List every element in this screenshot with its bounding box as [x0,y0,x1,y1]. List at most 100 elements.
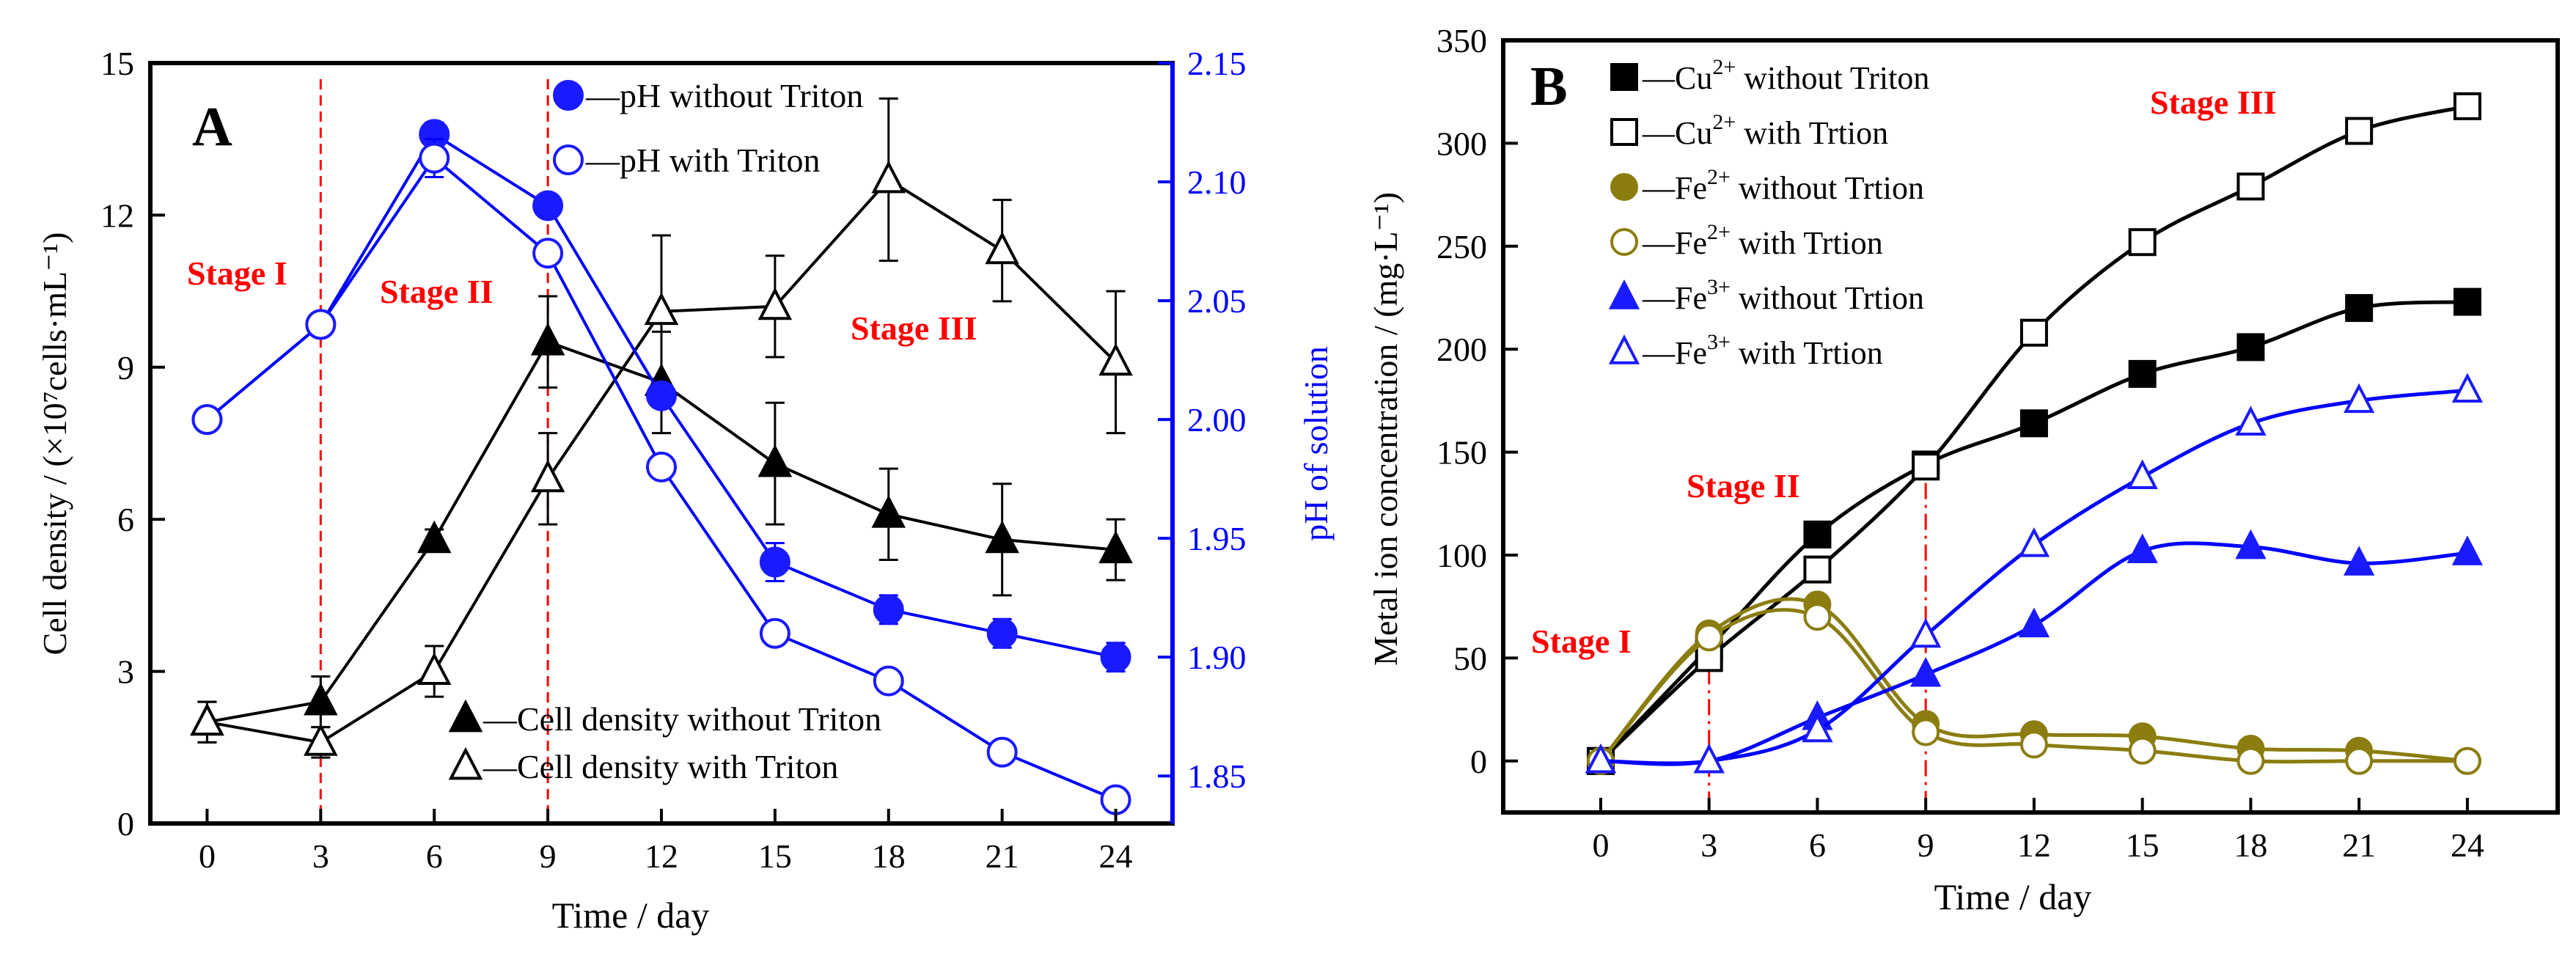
panel-a-point-s3-5 [759,546,790,578]
panel-a-point-s4-1 [305,309,337,340]
panel-b-xlabel: Time / day [1934,876,2092,917]
panel-a-point-s2-1 [304,723,338,756]
panel-a-point-s1-7 [985,520,1019,554]
panel-b-legend-label-4: —Fe2+ with Trtion [1642,220,1883,261]
panel-b-point-s6-5 [2127,459,2158,489]
panel-a-point-s3-7 [986,617,1018,649]
panel-a-chart: 0 3 6 9 12 15 18 21 24 0 3 6 9 12 15 1.85 1.90 1.95 2.00 2.… [36,45,1335,936]
panel-a-xtick-label-1: 3 [312,837,329,875]
panel-b-point-s4-7 [2345,746,2374,775]
panel-b-series-6-line [1600,388,2468,766]
panel-b-legend-text-5: without Trtion [1731,280,1924,316]
panel-a-series-2 [190,97,1133,759]
panel-a-axes: 0 3 6 9 12 15 18 21 24 0 3 6 9 12 15 1.85 1.90 1.95 2.00 2.… [100,45,1247,875]
panel-b-series-2 [1586,92,2481,775]
panel-a-point-s2-2 [417,652,452,685]
panel-b-legend-marker-2 [1610,118,1638,146]
panel-a-ytick-right-label-5: 2.10 [1187,164,1247,201]
panel-b-ylabel: Metal ion concentration / (mg·L⁻¹) [1367,192,1404,666]
panel-b-legend-charge-1: 2+ [1712,55,1736,79]
panel-b-ytick-label-0: 0 [1470,743,1487,780]
panel-b-point-s2-2 [1803,555,1832,584]
panel-a-ylabel-left: Cell density / (×10⁷cells·mL⁻¹) [36,232,73,656]
panel-b-point-s4-5 [2128,736,2157,765]
panel-a-point-s2-3 [530,459,565,493]
panel-a-ytick-left-label-3: 9 [117,349,134,386]
panel-b-point-s1-7 [2345,294,2374,323]
panel-b-legend-charge-4: 2+ [1707,220,1731,244]
panel-b-ytick-label-4: 200 [1436,331,1487,368]
panel-b-point-s5-5 [2127,533,2158,563]
panel-b-legend: —Cu2+ without Triton —Cu2+ with Trtion —Fe… [1608,55,1929,371]
panel-a-xtick-label-2: 6 [426,837,443,875]
panel-a-point-s3-6 [873,594,904,625]
panel-a-stage-3-label: Stage III [851,309,977,347]
panel-a-ylabel-right: pH of solution [1297,346,1335,541]
panel-b-ytick-label-1: 50 [1453,639,1487,677]
panel-b-xtick-label-4: 12 [2017,826,2051,864]
panel-b-axes: 0 3 6 9 12 15 18 21 24 0 50 100 150 200 250 300 350 [1436,22,2484,864]
panel-b-point-s6-0 [1585,743,1617,774]
panel-b-series-6 [1585,373,2483,774]
panel-a-stage-1-label: Stage I [187,254,287,292]
panel-a-point-s1-2 [417,520,452,554]
panel-a-point-s1-1 [304,682,338,716]
panel-b-point-s5-8 [2451,535,2483,565]
panel-a-xtick-label-4: 12 [645,837,678,875]
panel-b-legend-charge-2: 2+ [1712,110,1736,134]
panel-b-ytick-label-6: 300 [1436,125,1487,162]
panel-b-legend-text-6: with Trtion [1731,335,1883,371]
panel-b-xtick-label-0: 0 [1592,826,1609,864]
panel-a-point-s1-3 [530,323,565,356]
panel-b-point-s4-3 [1912,718,1940,746]
panel-b-ytick-label-5: 250 [1436,228,1487,265]
panel-b-series-2-line [1599,104,2468,763]
panel-a-ytick-left-label-1: 3 [117,653,134,691]
panel-a-ytick-right-label-3: 2.00 [1187,401,1247,439]
panel-b-legend-marker-1 [1610,63,1638,91]
panel-a-series [190,79,1133,823]
panel-b-xtick-label-3: 9 [1918,826,1934,864]
panel-a-point-s1-5 [757,444,793,477]
panel-a-xlabel: Time / day [552,895,710,936]
panel-b-xtick-label-2: 6 [1809,826,1826,864]
panel-a-legend-label-2: —pH with Triton [585,142,821,179]
panel-b-stage-3-label: Stage III [2150,84,2277,121]
panel-a-legend-label-1: —pH without Triton [585,77,863,114]
panel-a-xtick-label-0: 0 [199,837,216,875]
panel-b-legend-charge-6: 3+ [1707,330,1731,354]
panel-b-legend-label-3: —Fe2+ without Trtion [1642,165,1924,206]
panel-a-point-s4-3 [532,238,564,269]
panel-b-point-s2-6 [2236,172,2265,201]
panel-b-xtick-label-5: 15 [2126,826,2159,864]
panel-a-legend-marker-3 [448,699,483,733]
panel-b-xtick-label-6: 18 [2234,826,2267,864]
panel-a-point-s4-0 [191,404,223,436]
panel-b-point-s4-8 [2453,746,2481,775]
panel-b-legend-label-1: —Cu2+ without Triton [1642,55,1929,96]
panel-b-point-s6-2 [1802,712,1833,743]
panel-a-label: A [192,96,232,158]
panel-b-point-s5-4 [2018,607,2050,638]
panel-b-series-3-line [1599,597,2468,763]
panel-a-point-s2-0 [190,702,224,736]
panel-a-point-s3-3 [532,190,564,221]
panel-a-ytick-right-label-1: 1.90 [1187,639,1247,676]
panel-b-series [1585,92,2483,812]
panel-b-point-s4-6 [2236,746,2265,775]
panel-b-point-s6-7 [2344,383,2375,414]
panel-a-ytick-right-label-4: 2.05 [1187,282,1247,320]
panel-b-point-s1-4 [2019,409,2048,438]
panel-a-ytick-left-label-4: 12 [100,197,134,234]
panel-b-ytick-label-2: 100 [1436,537,1487,574]
panel-a-point-s3-4 [646,380,677,411]
panel-a-point-s2-4 [644,292,679,326]
panel-b-series-4-line [1599,608,2467,764]
panel-b-point-s4-1 [1695,623,1723,652]
panel-a-point-s4-2 [419,142,450,174]
panel-a-series-3 [191,119,1131,673]
panel-b-stage-2-label: Stage II [1687,467,1800,504]
panel-a-point-s4-6 [873,665,904,697]
panel-b-point-s2-4 [2019,318,2048,347]
